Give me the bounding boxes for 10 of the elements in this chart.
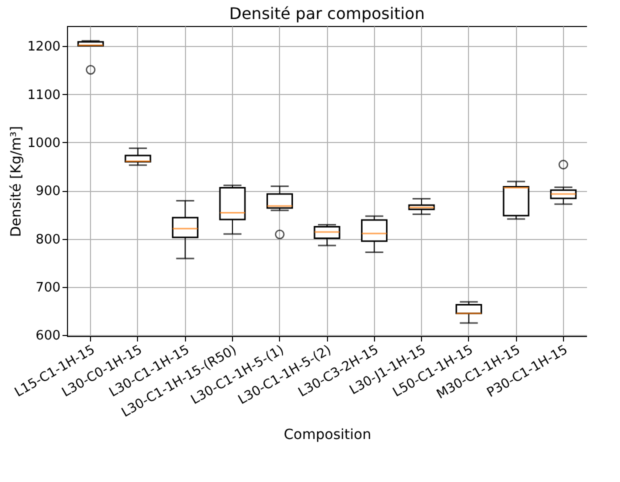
y-tick-label: 1000 (27, 136, 60, 151)
y-tick-label: 700 (36, 280, 60, 296)
y-tick-label: 1100 (27, 88, 60, 103)
y-tick-label: 900 (36, 184, 60, 200)
y-tick-label: 800 (36, 232, 60, 248)
y-tick-label: 600 (36, 328, 60, 344)
chart-title: Densité par composition (229, 4, 425, 23)
y-axis-title: Densité [Kg/m³] (8, 126, 24, 237)
x-axis-title: Composition (284, 426, 372, 443)
y-tick-label: 1200 (27, 40, 60, 55)
